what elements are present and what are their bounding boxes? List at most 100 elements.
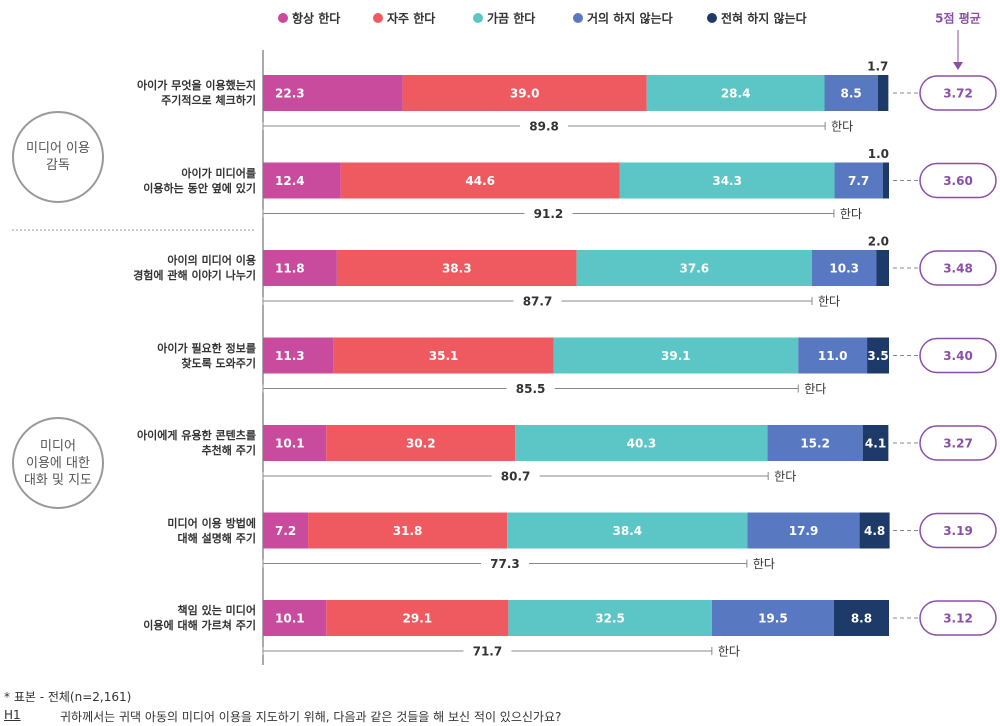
- value-label: 4.1: [865, 437, 886, 451]
- total-label-bg: [463, 644, 512, 658]
- average-pill: [919, 337, 997, 374]
- value-label: 38.3: [442, 262, 472, 276]
- total-caption: 한다: [840, 207, 862, 221]
- bar-segment: [834, 162, 883, 199]
- bar-segment: [508, 600, 712, 636]
- bar-segment: [576, 250, 813, 286]
- bar-segment: [507, 512, 748, 549]
- legend-dot: [373, 13, 383, 23]
- value-label: 11.0: [818, 349, 848, 363]
- value-label: 34.3: [712, 174, 742, 188]
- average-pill: [919, 512, 997, 549]
- legend-label: 자주 한다: [387, 11, 435, 26]
- value-label: 11.3: [275, 349, 305, 363]
- average-value: 3.72: [943, 87, 973, 101]
- average-value: 3.12: [943, 612, 973, 626]
- question-id: H1: [4, 708, 21, 722]
- bar-segment: [515, 425, 768, 461]
- total-caption: 한다: [818, 295, 840, 309]
- bar-segment: [308, 512, 508, 549]
- total-label-bg: [513, 294, 562, 308]
- group-circle: 미디어 이용 감독: [12, 110, 104, 203]
- category-label: 아이가 무엇을 이용했는지 주기적으로 체크하기: [137, 79, 256, 107]
- bar-segment: [553, 337, 799, 374]
- group-circle: 미디어 이용에 대한 대화 및 지도: [12, 417, 104, 509]
- bar-segment: [263, 250, 337, 286]
- value-label: 7.2: [275, 524, 296, 538]
- value-label: 35.1: [429, 349, 459, 363]
- bar-segment: [333, 337, 554, 374]
- bar-segment: [340, 162, 620, 199]
- average-value: 3.60: [943, 174, 973, 188]
- average-pill: [919, 162, 997, 199]
- legend-dot: [473, 13, 483, 23]
- average-pill: [919, 425, 997, 461]
- bar-segment: [263, 600, 327, 636]
- total-caption: 한다: [831, 120, 853, 134]
- value-label: 38.4: [613, 524, 643, 538]
- value-label: 39.0: [510, 87, 540, 101]
- bar-segment: [326, 425, 516, 461]
- value-label: 30.2: [406, 437, 436, 451]
- bar-segment: [862, 425, 889, 461]
- value-label: 10.3: [829, 262, 859, 276]
- value-label: 12.4: [275, 174, 305, 188]
- value-label: 1.0: [868, 147, 889, 161]
- bar-segment: [263, 425, 327, 461]
- value-label: 1.7: [867, 60, 888, 74]
- total-value: 77.3: [490, 557, 520, 571]
- value-label: 31.8: [393, 524, 423, 538]
- average-value: 3.48: [943, 262, 973, 276]
- value-label: 8.8: [851, 612, 872, 626]
- value-label: 11.8: [275, 262, 305, 276]
- legend-label: 거의 하지 않는다: [587, 11, 673, 26]
- total-label-bg: [520, 119, 569, 133]
- bar-segment: [336, 250, 577, 286]
- bar-segment: [263, 337, 334, 374]
- legend-label: 가끔 한다: [487, 11, 535, 26]
- bar-segment: [619, 162, 835, 199]
- total-value: 91.2: [534, 207, 564, 221]
- bar-segment: [812, 250, 877, 286]
- average-pill: [919, 250, 997, 286]
- value-label: 44.6: [465, 174, 495, 188]
- total-value: 87.7: [523, 295, 553, 309]
- average-value: 3.19: [943, 524, 973, 538]
- bar-segment: [867, 337, 889, 374]
- legend-dot: [278, 13, 288, 23]
- bar-segment: [711, 600, 834, 636]
- bar-segment: [824, 75, 878, 111]
- legend-label: 항상 한다: [292, 11, 340, 26]
- total-value: 89.8: [529, 120, 559, 134]
- bar-segment: [798, 337, 868, 374]
- value-label: 7.7: [848, 174, 869, 188]
- total-label-bg: [480, 556, 529, 571]
- value-label: 2.0: [868, 235, 889, 249]
- category-label: 미디어 이용 방법에 대해 설명해 주기: [167, 516, 256, 545]
- bar-segment: [747, 512, 860, 549]
- average-pill: [919, 75, 997, 111]
- total-label-bg: [506, 381, 555, 396]
- value-label: 4.8: [864, 524, 885, 538]
- average-value: 3.27: [943, 437, 973, 451]
- bar-segment: [646, 75, 825, 111]
- average-title: 5점 평균: [935, 11, 981, 26]
- category-label: 책임 있는 미디어 이용에 대해 가르쳐 주기: [143, 604, 256, 632]
- legend-dot: [573, 13, 583, 23]
- total-value: 71.7: [473, 645, 503, 659]
- value-label: 29.1: [403, 612, 433, 626]
- bar-segment: [767, 425, 863, 461]
- category-label: 아이의 미디어 이용 경험에 관해 이야기 나누기: [133, 254, 256, 282]
- average-value: 3.40: [943, 349, 973, 363]
- category-label: 아이에게 유용한 콘텐츠를 추천해 주기: [137, 429, 256, 457]
- total-caption: 한다: [804, 382, 826, 396]
- value-label: 8.5: [840, 87, 861, 101]
- category-label: 아이가 미디어를 이용하는 동안 옆에 있기: [143, 166, 256, 195]
- question-text: 귀하께서는 귀댁 아동의 미디어 이용을 지도하기 위해, 다음과 같은 것들을…: [60, 710, 562, 724]
- category-label: 아이가 필요한 정보를 찾도록 도와주기: [157, 341, 256, 370]
- bar-segment: [877, 75, 889, 111]
- average-pill: [919, 600, 997, 636]
- value-label: 22.3: [275, 87, 305, 101]
